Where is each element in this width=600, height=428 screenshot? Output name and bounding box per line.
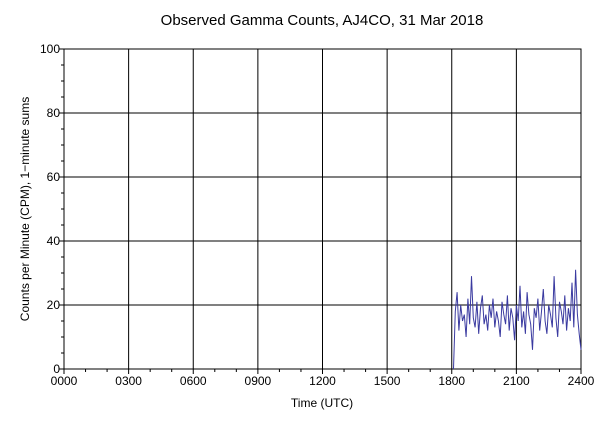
x-tick-label: 0000 [51, 374, 78, 388]
y-tick-label: 40 [47, 234, 61, 248]
x-tick-label: 1800 [438, 374, 465, 388]
x-tick-label: 0600 [180, 374, 207, 388]
x-tick-label: 0900 [245, 374, 272, 388]
x-axis-label: Time (UTC) [291, 396, 353, 410]
x-tick-label: 2400 [568, 374, 595, 388]
x-tick-label: 1200 [309, 374, 336, 388]
y-tick-label: 20 [47, 298, 61, 312]
series-line [453, 269, 582, 370]
y-tick-label: 100 [40, 42, 60, 56]
x-tick-label: 0300 [115, 374, 142, 388]
tick-marks [59, 48, 582, 374]
chart-title: Observed Gamma Counts, AJ4CO, 31 Mar 201… [161, 12, 484, 29]
x-tick-labels: 0000 0300 0600 0900 1200 1500 1800 2100 2400 [51, 374, 595, 388]
series-group [453, 269, 582, 370]
y-tick-label: 60 [47, 170, 61, 184]
x-tick-label: 2100 [503, 374, 530, 388]
y-tick-label: 80 [47, 106, 61, 120]
grid-lines [64, 49, 581, 369]
x-tick-label: 1500 [374, 374, 401, 388]
y-tick-label: 0 [53, 362, 60, 376]
y-axis-label: Counts per Minute (CPM), 1−minute sums [18, 97, 32, 321]
y-tick-labels: 0 20 40 60 80 100 [40, 42, 60, 376]
